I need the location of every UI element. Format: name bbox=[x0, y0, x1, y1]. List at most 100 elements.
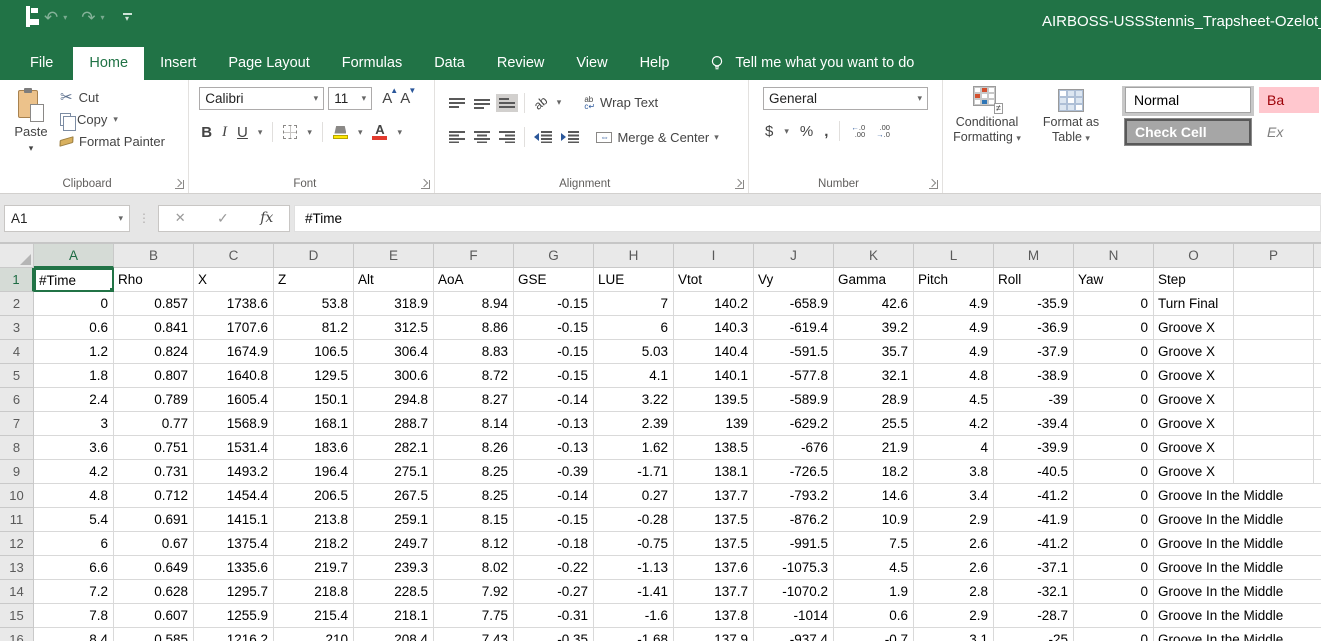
cell-P9[interactable] bbox=[1234, 460, 1314, 484]
cell-P12[interactable] bbox=[1234, 532, 1314, 556]
tab-view[interactable]: View bbox=[576, 55, 608, 71]
cell-D16[interactable]: 210 bbox=[274, 628, 354, 641]
cell-E14[interactable]: 228.5 bbox=[354, 580, 434, 604]
cell-D10[interactable]: 206.5 bbox=[274, 484, 354, 508]
cell-P6[interactable] bbox=[1234, 388, 1314, 412]
cell-P8[interactable] bbox=[1234, 436, 1314, 460]
clipboard-dialog-launcher[interactable] bbox=[175, 180, 185, 189]
row-header-16[interactable]: 16 bbox=[0, 628, 34, 641]
cell-C11[interactable]: 1415.1 bbox=[194, 508, 274, 532]
cell-J11[interactable]: -876.2 bbox=[754, 508, 834, 532]
cell-O16[interactable]: Groove In the Middle bbox=[1154, 628, 1283, 641]
cell-E6[interactable]: 294.8 bbox=[354, 388, 434, 412]
column-header-h[interactable]: H bbox=[594, 244, 674, 268]
cell-A1[interactable]: #Time bbox=[34, 268, 114, 292]
cell-partial[interactable] bbox=[1314, 412, 1321, 436]
cell-F5[interactable]: 8.72 bbox=[434, 364, 514, 388]
cell-C7[interactable]: 1568.9 bbox=[194, 412, 274, 436]
cell-partial[interactable] bbox=[1314, 484, 1321, 508]
cell-G1[interactable]: GSE bbox=[514, 268, 594, 292]
cell-M8[interactable]: -39.9 bbox=[994, 436, 1074, 460]
cell-E1[interactable]: Alt bbox=[354, 268, 434, 292]
cell-I4[interactable]: 140.4 bbox=[674, 340, 754, 364]
redo-button[interactable]: ↷ bbox=[81, 7, 96, 27]
cell-D3[interactable]: 81.2 bbox=[274, 316, 354, 340]
cell-partial[interactable] bbox=[1314, 388, 1321, 412]
accounting-dropdown-icon[interactable]: ▾ bbox=[784, 125, 789, 136]
cell-B5[interactable]: 0.807 bbox=[114, 364, 194, 388]
cell-J2[interactable]: -658.9 bbox=[754, 292, 834, 316]
number-format-select[interactable]: General ▾ bbox=[763, 87, 928, 110]
cell-F6[interactable]: 8.27 bbox=[434, 388, 514, 412]
cell-K3[interactable]: 39.2 bbox=[834, 316, 914, 340]
cell-partial[interactable] bbox=[1314, 268, 1321, 292]
redo-dropdown-icon[interactable]: ▾ bbox=[100, 12, 105, 22]
cell-L15[interactable]: 2.9 bbox=[914, 604, 994, 628]
cell-I12[interactable]: 137.5 bbox=[674, 532, 754, 556]
column-header-partial[interactable] bbox=[1314, 244, 1321, 268]
cell-M11[interactable]: -41.9 bbox=[994, 508, 1074, 532]
cell-M13[interactable]: -37.1 bbox=[994, 556, 1074, 580]
increase-decimal-button[interactable]: ←.0.00 bbox=[851, 123, 866, 139]
cell-F9[interactable]: 8.25 bbox=[434, 460, 514, 484]
row-header-5[interactable]: 5 bbox=[0, 364, 34, 388]
cell-N6[interactable]: 0 bbox=[1074, 388, 1154, 412]
cell-L11[interactable]: 2.9 bbox=[914, 508, 994, 532]
cell-K2[interactable]: 42.6 bbox=[834, 292, 914, 316]
cell-H3[interactable]: 6 bbox=[594, 316, 674, 340]
cell-H15[interactable]: -1.6 bbox=[594, 604, 674, 628]
font-color-button[interactable]: A bbox=[372, 123, 388, 140]
font-dialog-launcher[interactable] bbox=[421, 180, 431, 189]
cell-O14[interactable]: Groove In the Middle bbox=[1154, 580, 1283, 604]
copy-button[interactable]: Copy ▾ bbox=[60, 112, 165, 131]
cell-A9[interactable]: 4.2 bbox=[34, 460, 114, 484]
increase-font-size-button[interactable]: A ▲ bbox=[382, 86, 399, 107]
decrease-decimal-button[interactable]: .00 →.0 bbox=[876, 123, 890, 139]
cell-A14[interactable]: 7.2 bbox=[34, 580, 114, 604]
tab-help[interactable]: Help bbox=[639, 55, 670, 71]
cell-I3[interactable]: 140.3 bbox=[674, 316, 754, 340]
cell-E10[interactable]: 267.5 bbox=[354, 484, 434, 508]
cell-I5[interactable]: 140.1 bbox=[674, 364, 754, 388]
cell-F13[interactable]: 8.02 bbox=[434, 556, 514, 580]
cell-F4[interactable]: 8.83 bbox=[434, 340, 514, 364]
cell-J8[interactable]: -676 bbox=[754, 436, 834, 460]
cell-H9[interactable]: -1.71 bbox=[594, 460, 674, 484]
paste-button[interactable]: Paste ▾ bbox=[2, 84, 60, 175]
cell-partial[interactable] bbox=[1314, 364, 1321, 388]
cell-I7[interactable]: 139 bbox=[674, 412, 754, 436]
cell-A10[interactable]: 4.8 bbox=[34, 484, 114, 508]
cell-I11[interactable]: 137.5 bbox=[674, 508, 754, 532]
fill-color-button[interactable] bbox=[332, 125, 348, 139]
cell-P11[interactable] bbox=[1234, 508, 1314, 532]
cell-O8[interactable]: Groove X bbox=[1154, 436, 1234, 460]
cell-N14[interactable]: 0 bbox=[1074, 580, 1154, 604]
cell-G2[interactable]: -0.15 bbox=[514, 292, 594, 316]
cell-H8[interactable]: 1.62 bbox=[594, 436, 674, 460]
cell-A4[interactable]: 1.2 bbox=[34, 340, 114, 364]
cell-C13[interactable]: 1335.6 bbox=[194, 556, 274, 580]
cell-partial[interactable] bbox=[1314, 532, 1321, 556]
cell-B10[interactable]: 0.712 bbox=[114, 484, 194, 508]
cell-L8[interactable]: 4 bbox=[914, 436, 994, 460]
cell-O10[interactable]: Groove In the Middle bbox=[1154, 484, 1283, 508]
row-header-9[interactable]: 9 bbox=[0, 460, 34, 484]
cell-N11[interactable]: 0 bbox=[1074, 508, 1154, 532]
insert-function-button[interactable]: fx bbox=[260, 210, 274, 226]
cell-C8[interactable]: 1531.4 bbox=[194, 436, 274, 460]
cell-E9[interactable]: 275.1 bbox=[354, 460, 434, 484]
borders-dropdown-icon[interactable]: ▾ bbox=[307, 126, 312, 137]
cell-M3[interactable]: -36.9 bbox=[994, 316, 1074, 340]
cell-H13[interactable]: -1.13 bbox=[594, 556, 674, 580]
row-header-6[interactable]: 6 bbox=[0, 388, 34, 412]
cell-B1[interactable]: Rho bbox=[114, 268, 194, 292]
column-header-f[interactable]: F bbox=[434, 244, 514, 268]
cell-C5[interactable]: 1640.8 bbox=[194, 364, 274, 388]
cell-partial[interactable] bbox=[1314, 460, 1321, 484]
cell-H14[interactable]: -1.41 bbox=[594, 580, 674, 604]
cell-A7[interactable]: 3 bbox=[34, 412, 114, 436]
cell-M16[interactable]: -25 bbox=[994, 628, 1074, 641]
cell-D15[interactable]: 215.4 bbox=[274, 604, 354, 628]
cell-I13[interactable]: 137.6 bbox=[674, 556, 754, 580]
cell-C10[interactable]: 1454.4 bbox=[194, 484, 274, 508]
